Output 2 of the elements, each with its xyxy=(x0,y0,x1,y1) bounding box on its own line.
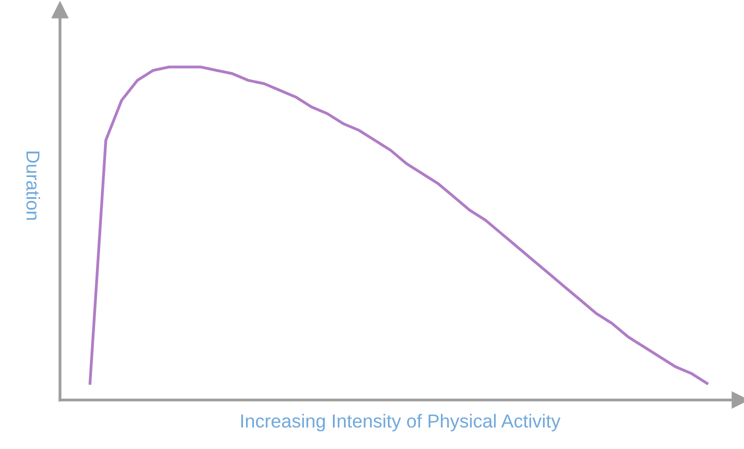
x-axis-title: Increasing Intensity of Physical Activity xyxy=(241,414,560,432)
y-axis-title: Duration xyxy=(26,152,40,220)
